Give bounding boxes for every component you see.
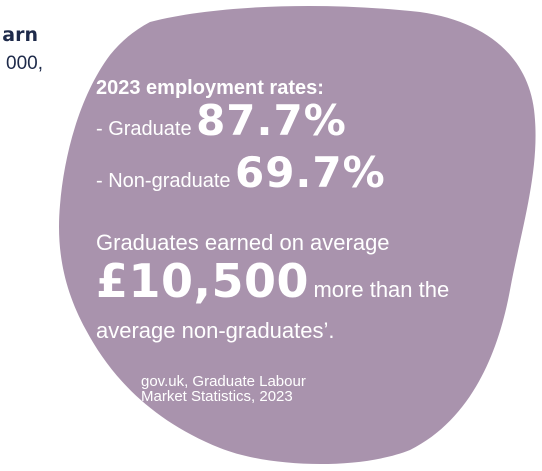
left-text-snippet: arn 000, bbox=[0, 0, 60, 120]
blob-content: 2023 employment rates: - Graduate 87.7% … bbox=[96, 76, 516, 344]
employment-rates-heading: 2023 employment rates: bbox=[96, 77, 324, 99]
non-graduate-label: - Non-graduate bbox=[96, 170, 231, 192]
graduate-label: - Graduate bbox=[96, 118, 192, 140]
non-graduate-rate-row: - Non-graduate 69.7% bbox=[96, 152, 516, 202]
blob-path bbox=[59, 6, 536, 465]
non-graduate-rate-value: 69.7% bbox=[234, 148, 386, 197]
earnings-amount: £10,500 bbox=[96, 254, 310, 308]
source-line-1: gov.uk, Graduate Labour bbox=[141, 373, 306, 390]
earnings-comparison-text: average non-graduates’. bbox=[96, 318, 335, 343]
source-citation: gov.uk, Graduate Labour Market Statistic… bbox=[141, 374, 401, 404]
left-snippet-bold-text: arn bbox=[2, 24, 38, 46]
graduate-rate-row: - Graduate 87.7% bbox=[96, 100, 516, 150]
earnings-intro-text: Graduates earned on average bbox=[96, 230, 390, 255]
source-line-2: Market Statistics, 2023 bbox=[141, 388, 293, 405]
earnings-amount-row: £10,500 more than the bbox=[96, 256, 516, 318]
graduate-rate-value: 87.7% bbox=[196, 96, 347, 145]
left-snippet-regular-text: 000, bbox=[6, 53, 43, 74]
earnings-amount-suffix: more than the bbox=[313, 277, 450, 302]
